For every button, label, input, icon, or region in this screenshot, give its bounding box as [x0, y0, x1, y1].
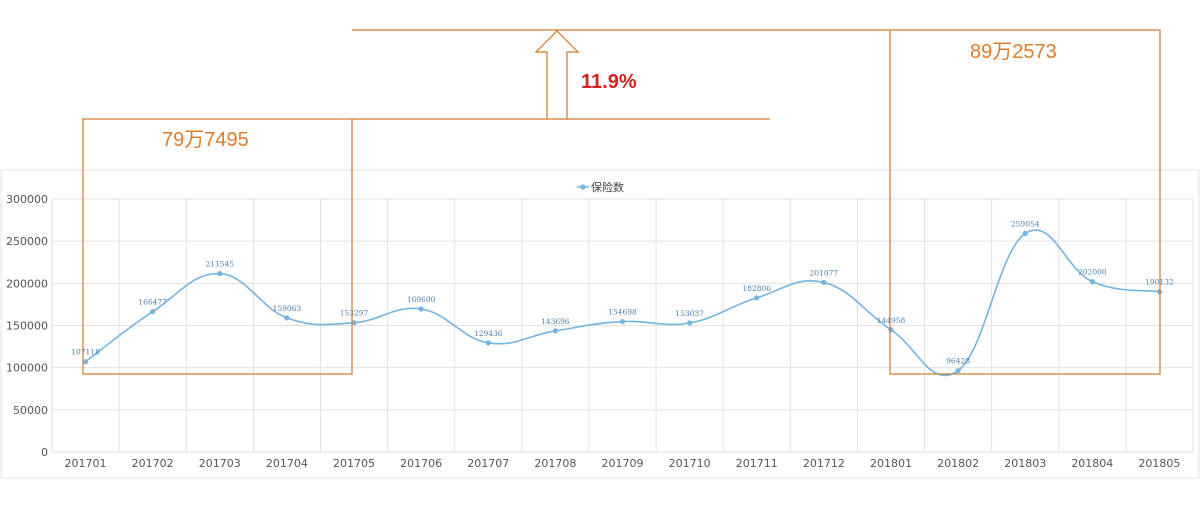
annotations: 79万7495 89万2573 11.9% — [82, 29, 1161, 375]
data-point — [82, 359, 89, 365]
data-point — [619, 318, 626, 325]
data-label: 154698 — [608, 308, 637, 317]
growth-percentage: 11.9% — [581, 71, 637, 93]
data-point — [754, 295, 760, 301]
data-point — [888, 327, 894, 333]
y-axis: 0 50000 100000 150000 200000 250000 300000 — [6, 193, 48, 459]
data-point — [821, 279, 827, 286]
x-tick-label: 201802 — [937, 457, 979, 470]
x-tick-label: 201711 — [736, 457, 778, 470]
data-point — [485, 340, 491, 346]
legend[interactable]: 保险数 — [577, 180, 624, 194]
data-point — [955, 368, 961, 374]
data-label: 166477 — [138, 298, 167, 307]
x-tick-label: 201712 — [803, 457, 845, 470]
data-label: 153297 — [340, 309, 369, 318]
x-tick-label: 201702 — [132, 457, 174, 470]
data-label: 202000 — [1078, 268, 1107, 277]
y-tick-label: 50000 — [13, 404, 48, 417]
x-tick-label: 201706 — [400, 457, 442, 470]
x-tick-label: 201704 — [266, 457, 308, 470]
data-point — [351, 320, 357, 326]
x-tick-label: 201803 — [1004, 457, 1046, 470]
data-label: 182806 — [742, 284, 771, 293]
y-tick-label: 250000 — [6, 235, 48, 248]
grid-lines — [51, 198, 1194, 453]
data-point — [1089, 279, 1095, 285]
data-label: 144958 — [877, 316, 906, 325]
data-label: 201077 — [810, 268, 839, 277]
data-label: 107118 — [71, 348, 100, 357]
data-point — [284, 315, 290, 321]
legend-label: 保险数 — [591, 180, 624, 194]
x-tick-label: 201805 — [1138, 457, 1180, 470]
y-tick-label: 0 — [41, 446, 48, 459]
left-period-box — [82, 118, 353, 375]
data-label: 259054 — [1011, 220, 1040, 229]
x-tick-label: 201707 — [467, 457, 509, 470]
data-point — [552, 328, 558, 334]
x-tick-label: 201804 — [1071, 457, 1113, 470]
data-label: 159063 — [273, 304, 302, 313]
data-point — [418, 306, 424, 312]
data-point — [687, 320, 693, 326]
data-label: 153037 — [675, 309, 704, 318]
y-tick-label: 150000 — [6, 320, 48, 333]
x-tick-label: 201801 — [870, 457, 912, 470]
y-tick-label: 100000 — [6, 362, 48, 375]
x-tick-label: 201709 — [602, 457, 644, 470]
data-label: 129436 — [474, 329, 503, 338]
data-label: 143696 — [541, 317, 570, 326]
right-period-box — [889, 29, 1161, 375]
y-tick-label: 300000 — [6, 193, 48, 206]
x-tick-label: 201703 — [199, 457, 241, 470]
data-label: 96428 — [946, 357, 970, 366]
y-tick-label: 200000 — [6, 277, 48, 290]
data-label: 211545 — [205, 260, 234, 269]
left-period-total: 79万7495 — [162, 129, 249, 151]
series-line — [85, 229, 1160, 377]
data-point — [217, 270, 223, 277]
x-tick-label: 201708 — [534, 457, 576, 470]
legend-marker-icon — [580, 184, 586, 190]
x-axis: 201701 201702 201703 201704 201705 201706 2017… — [65, 457, 1181, 470]
data-label: 169600 — [407, 295, 436, 304]
x-tick-label: 201705 — [333, 457, 375, 470]
right-period-total: 89万2573 — [970, 41, 1057, 63]
data-point — [150, 309, 156, 315]
x-tick-label: 201701 — [65, 457, 107, 470]
data-point — [1022, 230, 1028, 237]
growth-arrow-icon — [534, 30, 580, 119]
x-tick-label: 201710 — [669, 457, 711, 470]
